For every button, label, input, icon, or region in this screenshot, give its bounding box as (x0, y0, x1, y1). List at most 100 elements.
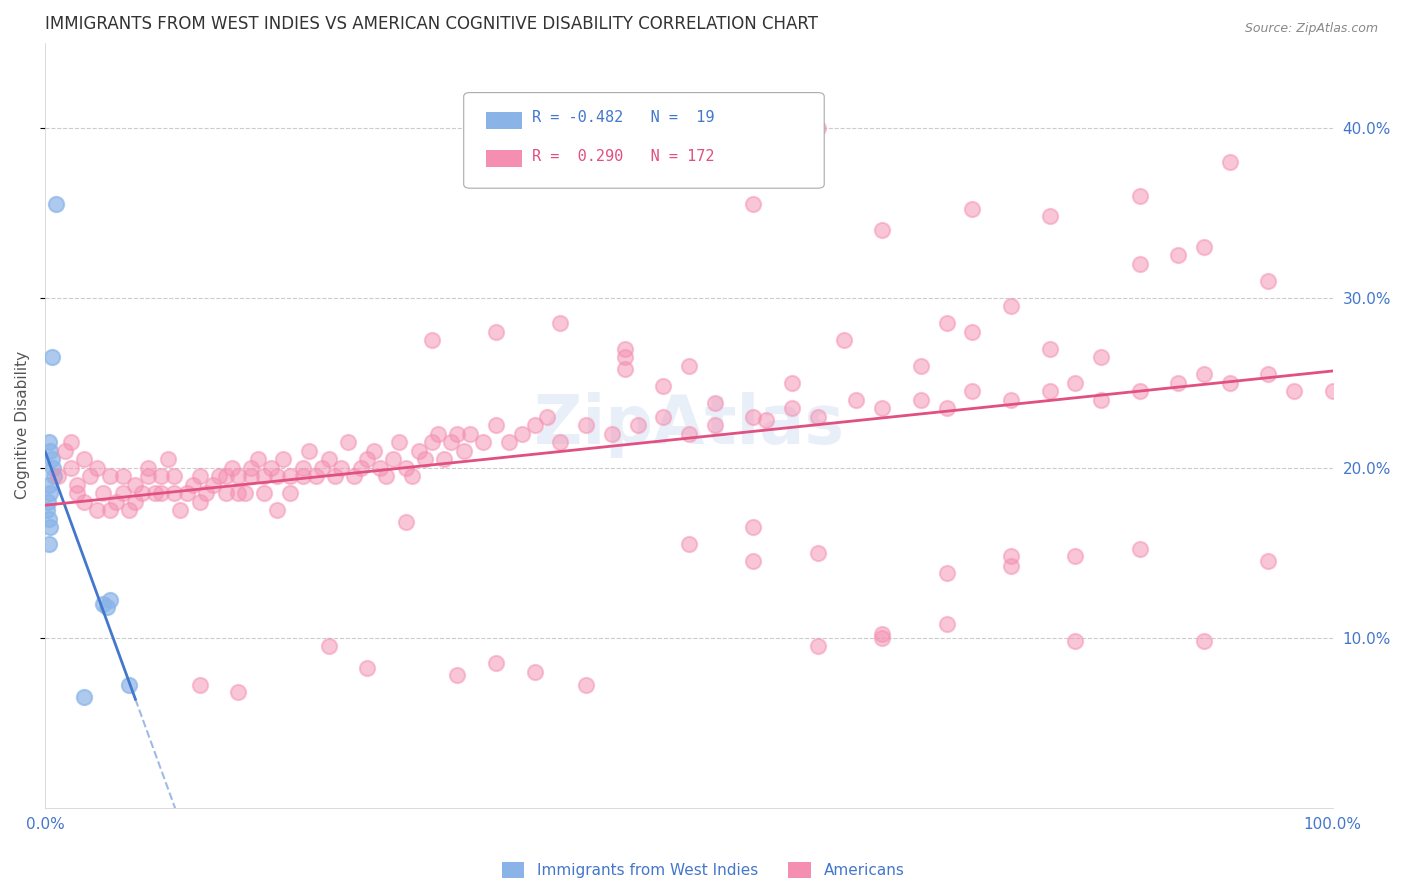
Point (523, 665, 546, 679)
Point (350, 460, 373, 475)
Point (45, 197, 67, 211)
Point (1000, 299, 1022, 313)
Point (910, 392, 932, 407)
Point (962, 202, 984, 217)
Point (1129, 542, 1152, 557)
Point (150, 469, 173, 483)
Point (214, 486, 236, 500)
Point (1038, 384, 1060, 399)
Point (356, 661, 378, 675)
Point (388, 435, 411, 450)
Point (118, 678, 141, 692)
Point (742, 554, 765, 568)
Point (240, 469, 263, 483)
Point (401, 469, 423, 483)
Point (188, 495, 211, 509)
Point (41, 351, 63, 365)
Point (53, 443, 76, 458)
Point (44, 469, 66, 483)
Point (73, 690, 96, 705)
Point (38, 512, 60, 526)
Point (291, 469, 314, 483)
Point (780, 401, 803, 416)
Point (742, 197, 765, 211)
Point (472, 435, 495, 450)
Point (305, 469, 328, 483)
Point (1000, 392, 1022, 407)
Point (1219, 376, 1241, 390)
Point (136, 469, 159, 483)
Point (38, 477, 60, 491)
Point (86, 460, 108, 475)
Point (39, 443, 62, 458)
Point (453, 443, 475, 458)
Point (395, 460, 418, 475)
Point (935, 617, 957, 632)
Point (183, 477, 205, 491)
Point (228, 486, 250, 500)
Point (626, 418, 648, 433)
Point (1257, 274, 1279, 288)
Point (381, 452, 404, 467)
Point (910, 359, 932, 373)
Point (420, 435, 443, 450)
Point (221, 460, 243, 475)
Point (870, 223, 893, 237)
Point (575, 418, 598, 433)
Point (336, 435, 359, 450)
FancyBboxPatch shape (464, 93, 824, 188)
Point (111, 469, 134, 483)
Point (46, 469, 69, 483)
Point (253, 469, 276, 483)
Point (266, 469, 288, 483)
Point (485, 418, 508, 433)
Point (1282, 384, 1305, 399)
Point (536, 409, 558, 424)
Point (91, 597, 114, 611)
Text: Source: ZipAtlas.com: Source: ZipAtlas.com (1244, 22, 1378, 36)
Point (1064, 376, 1087, 390)
Point (246, 452, 269, 467)
Point (278, 469, 301, 483)
Point (742, 520, 765, 534)
Point (38, 435, 60, 450)
Point (807, 639, 830, 653)
Point (73, 495, 96, 509)
Text: IMMIGRANTS FROM WEST INDIES VS AMERICAN COGNITIVE DISABILITY CORRELATION CHART: IMMIGRANTS FROM WEST INDIES VS AMERICAN … (45, 15, 818, 33)
Point (807, 409, 830, 424)
Point (98, 503, 121, 517)
Point (1090, 351, 1112, 365)
Point (201, 477, 224, 491)
Point (96, 600, 118, 615)
Point (42, 460, 65, 475)
Point (208, 469, 231, 483)
Point (395, 515, 418, 529)
Point (408, 443, 430, 458)
Point (105, 495, 128, 509)
Point (253, 486, 276, 500)
Point (498, 435, 520, 450)
Point (118, 503, 141, 517)
Point (845, 392, 868, 407)
Point (375, 469, 398, 483)
Point (600, 426, 623, 441)
Point (832, 334, 855, 348)
Point (1129, 257, 1152, 271)
Point (807, 546, 830, 560)
Point (60, 460, 83, 475)
Point (176, 486, 198, 500)
Y-axis label: Cognitive Disability: Cognitive Disability (15, 351, 30, 500)
Point (163, 486, 186, 500)
Point (38, 537, 60, 551)
Point (330, 460, 353, 475)
Point (485, 657, 508, 671)
Text: R = -0.482   N =  19: R = -0.482 N = 19 (531, 111, 714, 126)
Point (458, 426, 481, 441)
Point (60, 435, 83, 450)
Point (66, 477, 89, 491)
Point (79, 469, 101, 483)
Point (259, 460, 281, 475)
Point (1219, 154, 1241, 169)
Point (323, 469, 346, 483)
Point (266, 503, 288, 517)
